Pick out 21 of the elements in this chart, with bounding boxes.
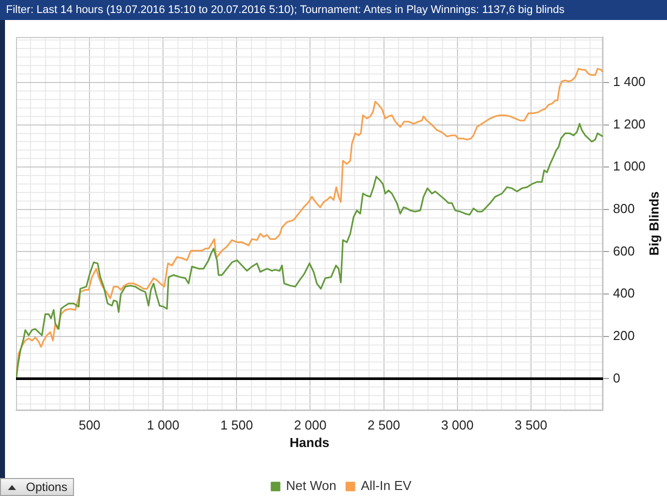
legend-label: All-In EV: [360, 478, 412, 494]
x-tick-label: 1 500: [220, 417, 253, 432]
y-tick-label: 200: [613, 328, 635, 343]
y-tick-label: 600: [613, 243, 635, 258]
x-tick-label: 3 500: [514, 417, 548, 432]
y-tick-label: 0: [613, 370, 620, 386]
x-tick-label: 500: [78, 417, 100, 432]
chart-title: Filter: Last 14 hours (19.07.2016 15:10 to 20.07.2016 5:10); Tournament: Antes in Play Winnings: 1137,6 big blinds: [0, 0, 667, 20]
options-button: Options: [0, 478, 74, 496]
y-tick-label: 1 200: [613, 116, 646, 132]
y-tick-label: 1 400: [613, 74, 646, 90]
legend-label: Net Won: [286, 478, 336, 494]
x-tick-label: 2 500: [368, 417, 400, 432]
x-tick-label: 3 000: [441, 417, 474, 432]
x-tick-label: 1 000: [146, 417, 180, 432]
y-tick-label: 400: [613, 286, 635, 301]
x-axis-title: Hands: [290, 434, 330, 450]
x-tick-label: 2 000: [294, 417, 327, 432]
y-axis-title: Big Blinds: [646, 191, 662, 256]
y-tick-label: 800: [613, 201, 635, 216]
y-tick-label: 1 000: [613, 158, 646, 174]
